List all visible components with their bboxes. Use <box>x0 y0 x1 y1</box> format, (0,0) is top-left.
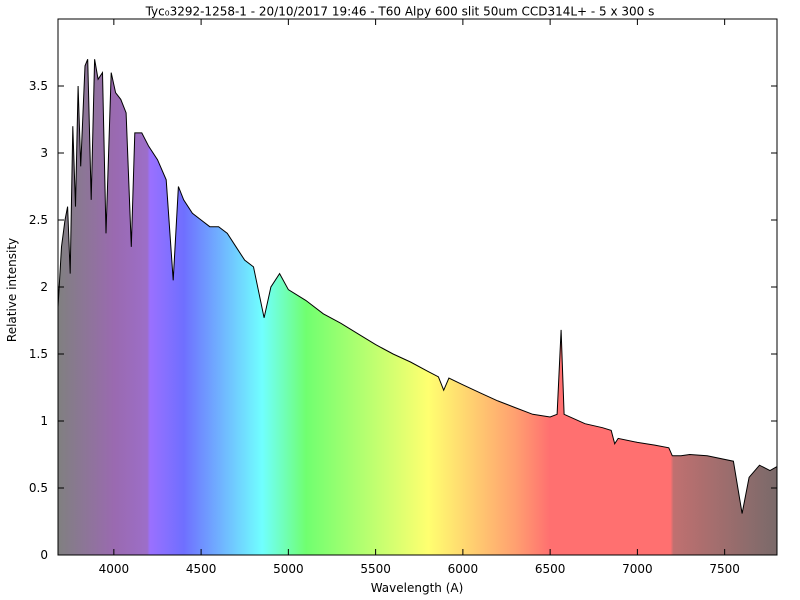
chart-title: Tyc₀3292-1258-1 - 20/10/2017 19:46 - T60… <box>145 5 655 19</box>
x-tick-label: 5000 <box>273 562 304 576</box>
y-tick-label: 1 <box>40 414 48 428</box>
spectrum-line <box>57 59 778 514</box>
x-tick-label: 4000 <box>99 562 130 576</box>
x-tick-label: 7500 <box>709 562 740 576</box>
y-tick-label: 1.5 <box>29 347 48 361</box>
y-tick-label: 2.5 <box>29 213 48 227</box>
y-tick-label: 2 <box>40 280 48 294</box>
y-tick-label: 0.5 <box>29 481 48 495</box>
x-axis-label: Wavelength (A) <box>371 581 464 595</box>
x-tick-label: 6000 <box>448 562 479 576</box>
y-tick-label: 0 <box>40 548 48 562</box>
spectrum-area <box>58 59 777 555</box>
x-tick-label: 4500 <box>186 562 217 576</box>
y-axis-label: Relative intensity <box>5 238 19 342</box>
x-tick-label: 6500 <box>535 562 566 576</box>
y-tick-label: 3 <box>40 146 48 160</box>
y-tick-label: 3.5 <box>29 79 48 93</box>
x-tick-label: 7000 <box>622 562 653 576</box>
x-tick-label: 5500 <box>360 562 391 576</box>
